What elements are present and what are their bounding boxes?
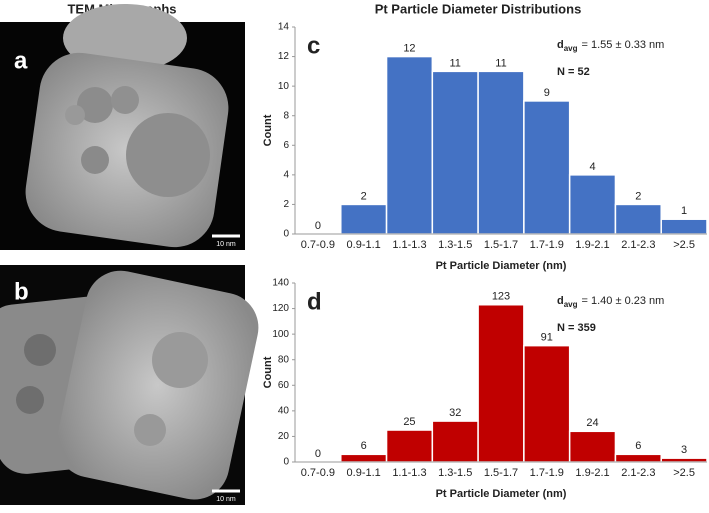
scale-bar-label: 10 nm [216,496,236,503]
y-tick-label: 10 [278,81,290,92]
bar [614,453,662,463]
y-tick-label: 14 [278,22,290,33]
value-label: 32 [449,407,461,419]
bar [523,100,571,235]
x-tick-label: 1.3-1.5 [438,239,472,251]
x-tick-label: 1.1-1.3 [392,467,426,479]
y-axis-label: Count [262,356,274,388]
x-tick-label: 0.9-1.1 [347,467,381,479]
value-label: 11 [450,57,461,69]
value-label: 123 [492,291,510,303]
stat-text: = 1.40 ± 0.23 nm [582,295,665,307]
bar [340,453,388,463]
value-label: 0 [315,448,321,460]
stat-symbol: d [557,295,564,307]
value-label: 25 [403,416,415,428]
bar [340,203,388,235]
x-axis-label: Pt Particle Diameter (nm) [436,260,567,272]
value-label: 91 [541,332,553,344]
x-tick-label: 0.9-1.1 [347,239,381,251]
y-tick-label: 80 [278,354,290,365]
x-tick-label: 1.9-2.1 [575,467,609,479]
x-tick-label: 1.5-1.7 [484,239,518,251]
x-tick-label: 1.7-1.9 [530,239,564,251]
micrograph-b: b 10 nm [0,265,259,505]
value-label: 6 [635,440,641,452]
value-label: 12 [403,42,415,54]
stat-label: davg = 1.40 ± 0.23 nm [557,295,664,309]
value-label: 24 [586,417,598,429]
value-label: 2 [635,190,641,202]
stat-text: = 1.55 ± 0.33 nm [582,39,665,51]
bar [660,218,708,235]
y-tick-label: 0 [283,229,289,240]
micrograph-a: a 10 nm [0,4,245,250]
y-tick-label: 60 [278,380,290,391]
value-label: 4 [589,161,595,173]
value-label: 6 [361,440,367,452]
panel-label: c [307,32,320,59]
bar [431,70,479,235]
y-tick-label: 20 [278,431,290,442]
y-tick-label: 2 [283,199,289,210]
stat-label: davg = 1.55 ± 0.33 nm [557,39,664,53]
x-tick-label: 1.3-1.5 [438,467,472,479]
value-label: 9 [544,87,550,99]
x-tick-label: 1.1-1.3 [392,239,426,251]
y-tick-label: 8 [283,110,289,121]
x-tick-label: 1.7-1.9 [530,467,564,479]
y-tick-label: 6 [283,140,289,151]
y-tick-label: 140 [272,278,289,289]
n-label: N = 359 [557,322,596,334]
value-label: 11 [495,57,506,69]
y-axis-label: Count [262,114,274,146]
bar [431,420,479,463]
y-tick-label: 120 [272,303,289,314]
bar [614,203,662,235]
stat-subscript: avg [564,44,578,53]
value-label: 2 [361,190,367,202]
y-tick-label: 12 [278,51,290,62]
y-tick-label: 100 [272,329,289,340]
bar [568,430,617,463]
x-axis-label: Pt Particle Diameter (nm) [436,488,567,500]
charts-title: Pt Particle Diameter Distributions [375,1,582,16]
value-label: 1 [681,205,687,217]
scale-bar-label: 10 nm [216,241,236,248]
x-tick-label: 2.1-2.3 [621,239,655,251]
stat-subscript: avg [564,300,578,309]
panel-label: b [14,278,29,305]
x-tick-label: 1.5-1.7 [484,467,518,479]
x-tick-label: 0.7-0.9 [301,467,335,479]
x-tick-label: >2.5 [673,239,695,251]
value-label: 0 [315,220,321,232]
bar [660,457,708,463]
n-label: N = 52 [557,66,590,78]
x-tick-label: 2.1-2.3 [621,467,655,479]
bar [568,174,617,235]
x-tick-label: 1.9-2.1 [575,239,609,251]
y-tick-label: 40 [278,405,290,416]
value-label: 3 [681,444,687,456]
bar [385,55,434,235]
stat-symbol: d [557,39,564,51]
x-tick-label: 0.7-0.9 [301,239,335,251]
bar [477,70,525,235]
y-tick-label: 0 [283,457,289,468]
y-tick-label: 4 [283,169,289,180]
panel-label: d [307,288,322,315]
bar [477,303,525,463]
bar [523,344,571,463]
x-tick-label: >2.5 [673,467,695,479]
bar [385,429,434,463]
panel-label: a [14,47,28,74]
